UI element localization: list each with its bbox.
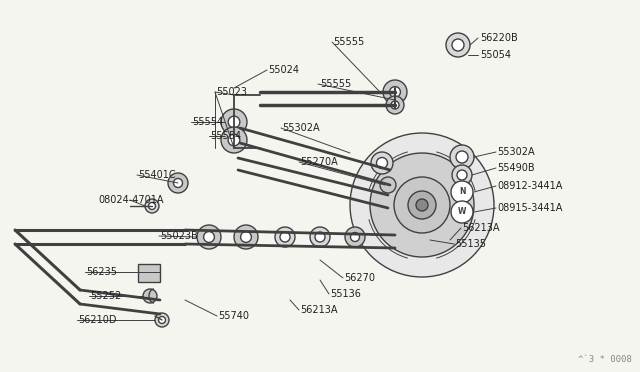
Text: 55555: 55555 [320, 79, 351, 89]
Circle shape [457, 170, 467, 180]
Circle shape [275, 227, 295, 247]
Circle shape [370, 153, 474, 257]
Circle shape [155, 313, 169, 327]
Circle shape [351, 232, 360, 241]
Text: 55302A: 55302A [282, 123, 319, 133]
Text: 56213A: 56213A [300, 305, 337, 315]
Circle shape [451, 181, 473, 203]
Text: 56210D: 56210D [78, 315, 116, 325]
Circle shape [452, 165, 472, 185]
Text: 55554: 55554 [192, 117, 223, 127]
Text: 55024: 55024 [268, 65, 299, 75]
Circle shape [197, 225, 221, 249]
Circle shape [221, 109, 247, 135]
Circle shape [376, 157, 387, 169]
Text: 56235: 56235 [86, 267, 117, 277]
Text: 55555: 55555 [333, 37, 364, 47]
Circle shape [173, 179, 182, 187]
Circle shape [143, 289, 157, 303]
Text: 08915-3441A: 08915-3441A [497, 203, 563, 213]
Circle shape [168, 173, 188, 193]
Text: ^`3 * 0008: ^`3 * 0008 [579, 355, 632, 364]
Circle shape [310, 227, 330, 247]
Circle shape [241, 232, 252, 243]
Text: 55270A: 55270A [300, 157, 338, 167]
Text: 55023: 55023 [216, 87, 247, 97]
Text: N: N [459, 187, 465, 196]
Circle shape [228, 134, 240, 146]
Circle shape [386, 96, 404, 114]
Circle shape [371, 152, 393, 174]
Text: 55554: 55554 [210, 131, 241, 141]
Circle shape [390, 87, 401, 97]
Text: 55490B: 55490B [497, 163, 534, 173]
Text: 08024-4701A: 08024-4701A [98, 195, 163, 205]
Circle shape [451, 201, 473, 223]
Circle shape [450, 145, 474, 169]
Circle shape [380, 177, 396, 193]
Text: 55302A: 55302A [497, 147, 534, 157]
Circle shape [345, 227, 365, 247]
Circle shape [148, 202, 156, 209]
Circle shape [228, 116, 240, 128]
Circle shape [446, 33, 470, 57]
Circle shape [145, 199, 159, 213]
Text: 55023B: 55023B [160, 231, 198, 241]
Circle shape [315, 232, 325, 242]
Circle shape [280, 232, 290, 242]
Circle shape [391, 101, 399, 109]
Text: 55054: 55054 [480, 50, 511, 60]
Text: 08912-3441A: 08912-3441A [497, 181, 563, 191]
Circle shape [159, 317, 166, 324]
Circle shape [204, 232, 214, 243]
Text: 56213A: 56213A [462, 223, 499, 233]
Text: 55252: 55252 [90, 291, 121, 301]
Text: 56270: 56270 [344, 273, 375, 283]
Text: 55740: 55740 [218, 311, 249, 321]
Circle shape [394, 177, 450, 233]
Text: 55136: 55136 [330, 289, 361, 299]
Circle shape [416, 199, 428, 211]
FancyBboxPatch shape [138, 264, 160, 282]
Text: W: W [458, 208, 466, 217]
Circle shape [221, 127, 247, 153]
Circle shape [383, 80, 407, 104]
Circle shape [234, 225, 258, 249]
Circle shape [456, 151, 468, 163]
Text: 55135: 55135 [455, 239, 486, 249]
Text: 55401C: 55401C [138, 170, 175, 180]
Circle shape [452, 39, 464, 51]
Circle shape [350, 133, 494, 277]
Circle shape [408, 191, 436, 219]
Text: 56220B: 56220B [480, 33, 518, 43]
